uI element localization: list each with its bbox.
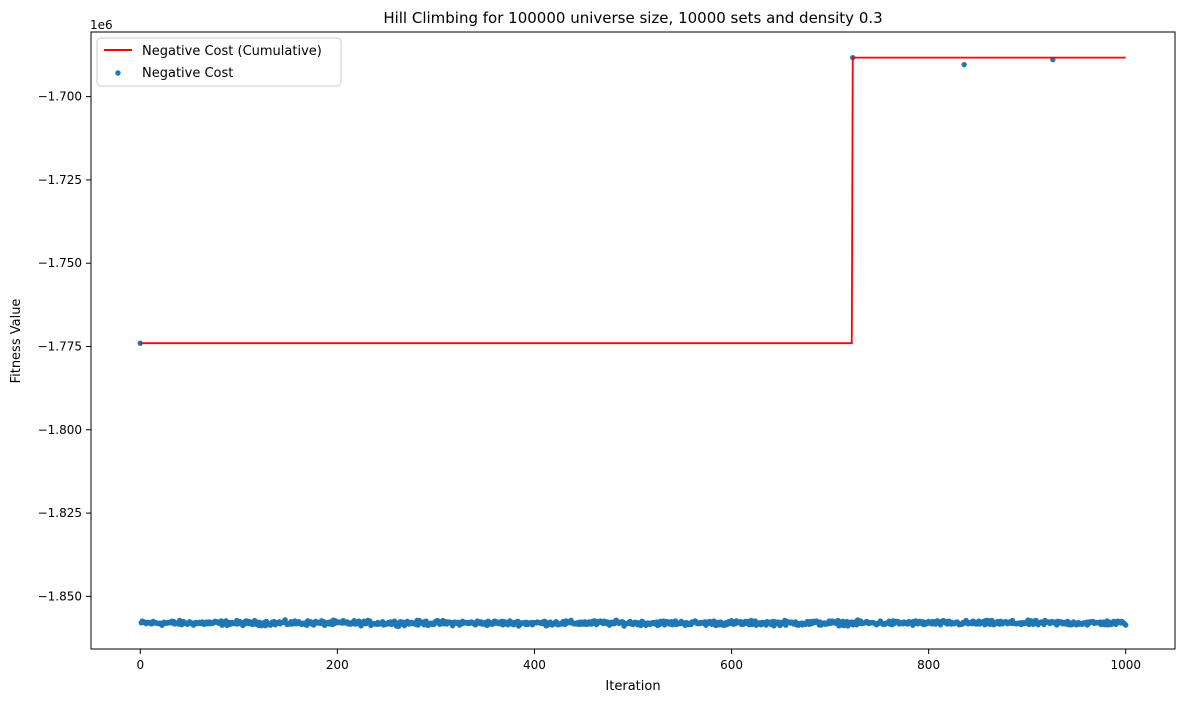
x-tick-label: 200 <box>326 658 349 672</box>
y-tick-label: −1.850 <box>38 589 82 603</box>
scatter-point-outlier <box>961 61 967 68</box>
x-tick-label: 1000 <box>1110 658 1141 672</box>
cumulative-line <box>140 56 1126 345</box>
y-offset-label: 1e6 <box>90 18 113 32</box>
x-axis-label: Iteration <box>605 679 660 694</box>
legend-label-scatter: Negative Cost <box>142 66 233 81</box>
plot-frame <box>90 31 1176 650</box>
x-tick-label: 400 <box>523 658 546 672</box>
y-tick-label: −1.725 <box>38 173 82 187</box>
x-tick-label: 0 <box>136 658 144 672</box>
y-tick-label: −1.700 <box>38 90 82 104</box>
y-tick-label: −1.750 <box>38 256 82 270</box>
legend-dot-swatch <box>115 70 121 76</box>
legend-box <box>96 37 342 87</box>
chart-title: Hill Climbing for 100000 universe size, … <box>383 9 882 27</box>
x-tick-label: 800 <box>917 658 940 672</box>
y-tick-label: −1.800 <box>38 423 82 437</box>
scatter-point <box>1123 622 1129 628</box>
legend: Negative Cost (Cumulative) Negative Cost <box>96 37 342 87</box>
y-tick-label: −1.825 <box>38 506 82 520</box>
x-tick-label: 600 <box>720 658 743 672</box>
y-axis-label: Fitness Value <box>9 299 24 384</box>
plot-area <box>137 54 1129 630</box>
legend-label-cumulative: Negative Cost (Cumulative) <box>142 44 322 59</box>
y-tick-label: −1.775 <box>38 339 82 353</box>
